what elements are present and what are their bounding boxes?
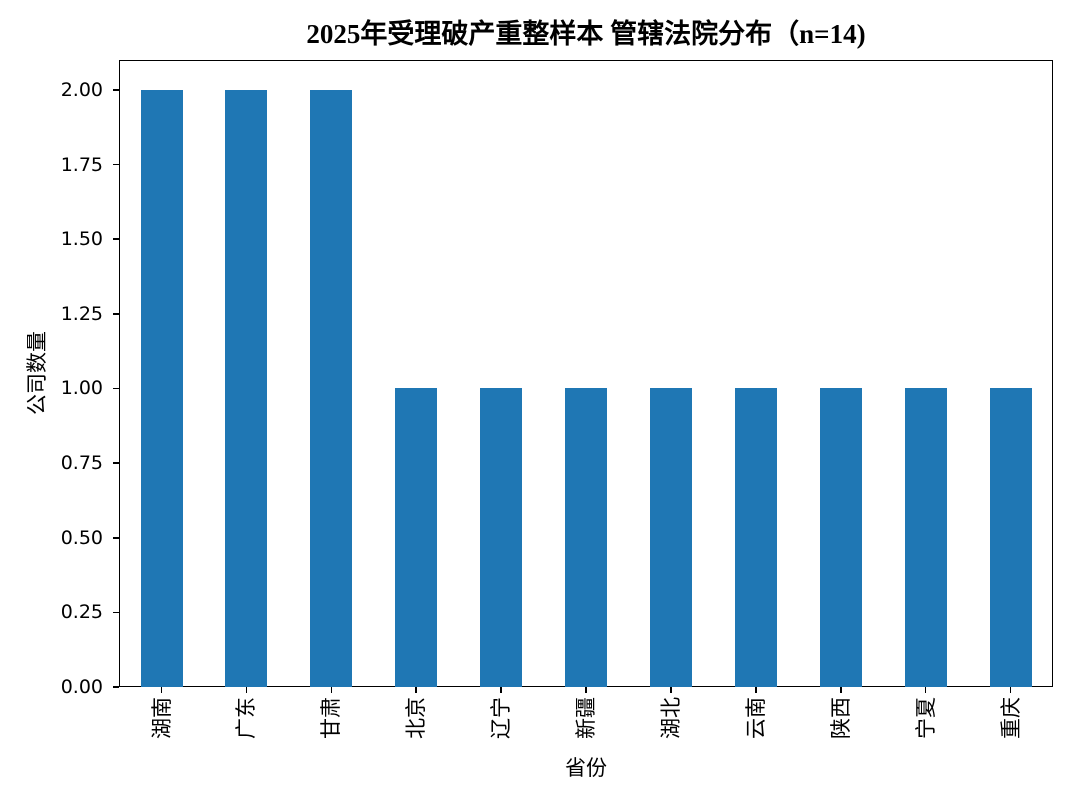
x-tick-label: 陕西 xyxy=(828,697,853,739)
y-tick-mark xyxy=(113,313,119,315)
bar xyxy=(225,89,268,687)
x-tick-label: 宁夏 xyxy=(913,697,938,739)
bar xyxy=(310,89,353,687)
y-tick-label: 1.50 xyxy=(60,228,103,251)
x-tick-mark xyxy=(415,687,417,693)
x-tick-mark xyxy=(840,687,842,693)
x-tick-label: 广东 xyxy=(234,697,259,739)
x-tick-mark xyxy=(924,687,927,693)
y-tick-mark xyxy=(113,462,119,464)
x-tick-mark xyxy=(1009,687,1012,693)
y-tick-mark xyxy=(113,611,119,614)
x-tick-mark xyxy=(245,687,248,693)
y-tick-mark xyxy=(113,686,119,688)
x-tick-label: 北京 xyxy=(404,697,429,739)
bar xyxy=(480,388,523,687)
x-tick-mark xyxy=(500,687,502,693)
x-tick-label: 湖南 xyxy=(149,697,174,739)
x-tick-label: 湖北 xyxy=(658,697,683,739)
chart-title: 2025年受理破产重整样本 管辖法院分布（n=14) xyxy=(306,19,866,49)
x-tick-label: 云南 xyxy=(743,697,768,739)
x-tick-label: 辽宁 xyxy=(489,697,514,739)
y-tick-label: 2.00 xyxy=(60,78,103,101)
x-tick-mark xyxy=(330,687,332,693)
bar xyxy=(140,89,183,687)
y-tick-label: 1.75 xyxy=(60,153,103,176)
y-tick-label: 0.50 xyxy=(60,526,103,549)
y-tick-label: 0.25 xyxy=(60,601,103,624)
bar xyxy=(904,388,947,687)
x-axis-label: 省份 xyxy=(565,756,607,780)
bar xyxy=(989,388,1032,687)
y-tick-mark xyxy=(113,163,119,166)
y-tick-mark xyxy=(113,89,119,91)
x-tick-mark xyxy=(755,687,757,693)
x-tick-label: 甘肃 xyxy=(319,697,344,739)
bar xyxy=(819,388,862,687)
x-tick-label: 重庆 xyxy=(998,697,1023,739)
y-tick-label: 1.25 xyxy=(60,302,103,325)
bar xyxy=(649,388,692,687)
x-tick-mark xyxy=(670,687,672,693)
y-tick-label: 1.00 xyxy=(60,377,103,400)
y-tick-label: 0.00 xyxy=(60,676,103,698)
y-tick-label: 0.75 xyxy=(60,452,103,475)
y-tick-mark xyxy=(113,387,119,390)
y-tick-mark xyxy=(113,537,119,539)
x-tick-mark xyxy=(160,687,163,693)
y-tick-mark xyxy=(113,238,119,240)
bar xyxy=(734,388,777,687)
bar xyxy=(565,388,607,687)
x-tick-mark xyxy=(585,687,587,693)
x-tick-label: 新疆 xyxy=(574,697,598,739)
bar xyxy=(395,388,438,687)
